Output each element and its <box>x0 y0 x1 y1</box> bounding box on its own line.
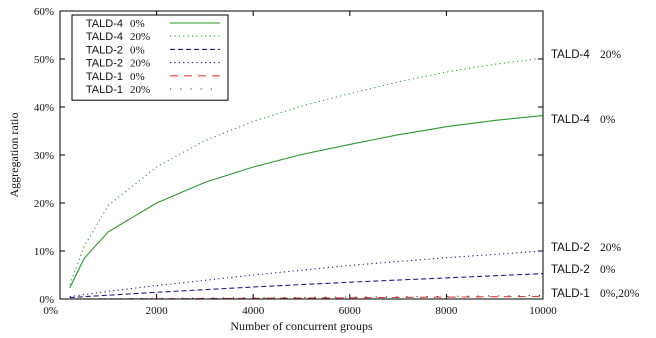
legend-series-rate: 20% <box>130 84 150 96</box>
legend-series-name: TALD-4 <box>86 31 123 43</box>
legend: TALD-4 0% TALD-4 20% TALD-2 0% TALD-2 20% TALD-1… <box>71 14 229 101</box>
annotation-series-name: TALD-4 <box>551 49 590 61</box>
x-tick-label: 4000 <box>242 305 265 317</box>
y-axis-label: Aggregation ratio <box>7 113 21 198</box>
series-line-tald-2-0pct <box>69 273 544 299</box>
annotation-series-rate: 0% <box>600 114 616 126</box>
x-tick-label: 2000 <box>146 305 169 317</box>
legend-series-rate: 20% <box>130 58 150 70</box>
annotation-series-rate: 0% <box>600 264 616 276</box>
legend-series-name: TALD-2 <box>86 58 123 70</box>
annotation-series-name: TALD-4 <box>551 114 590 126</box>
y-tick-label: 10% <box>34 246 54 258</box>
annotation-series-rate: 0%,20% <box>600 288 640 300</box>
legend-series-rate: 0% <box>130 44 145 56</box>
y-tick-label: 30% <box>34 150 54 162</box>
line-annotations: TALD-4 20% TALD-4 0% TALD-2 20% TALD-2 0% TALD-1… <box>551 49 640 300</box>
x-tick-label: 10000 <box>529 305 557 317</box>
y-tick-label: 60% <box>34 6 54 18</box>
y-tick-label: 40% <box>34 102 54 114</box>
x-tick-label: 0% <box>43 305 58 317</box>
x-tick-label: 6000 <box>339 305 362 317</box>
annotation-series-rate: 20% <box>600 49 622 61</box>
x-tick-label: 8000 <box>435 305 458 317</box>
legend-series-rate: 0% <box>130 71 145 83</box>
y-tick-label: 20% <box>34 198 54 210</box>
legend-series-name: TALD-1 <box>86 71 123 83</box>
legend-series-name: TALD-2 <box>86 44 123 56</box>
annotation-series-name: TALD-2 <box>551 242 590 254</box>
legend-box <box>71 14 229 101</box>
legend-series-rate: 20% <box>130 31 150 43</box>
x-axis-label: Number of concurrent groups <box>230 319 373 333</box>
plot-frame <box>59 10 544 300</box>
series-line-tald-4-20pct <box>69 57 544 285</box>
legend-series-rate: 0% <box>130 18 145 30</box>
annotation-series-rate: 20% <box>600 242 622 254</box>
series-line-tald-4-0pct <box>69 115 544 289</box>
legend-series-name: TALD-4 <box>86 18 123 30</box>
series-line-tald-2-20pct <box>69 250 544 298</box>
annotation-series-name: TALD-1 <box>551 288 590 300</box>
annotation-series-name: TALD-2 <box>551 264 590 276</box>
y-tick-label: 0% <box>39 294 54 306</box>
legend-series-name: TALD-1 <box>86 84 123 96</box>
y-tick-label: 50% <box>34 54 54 66</box>
